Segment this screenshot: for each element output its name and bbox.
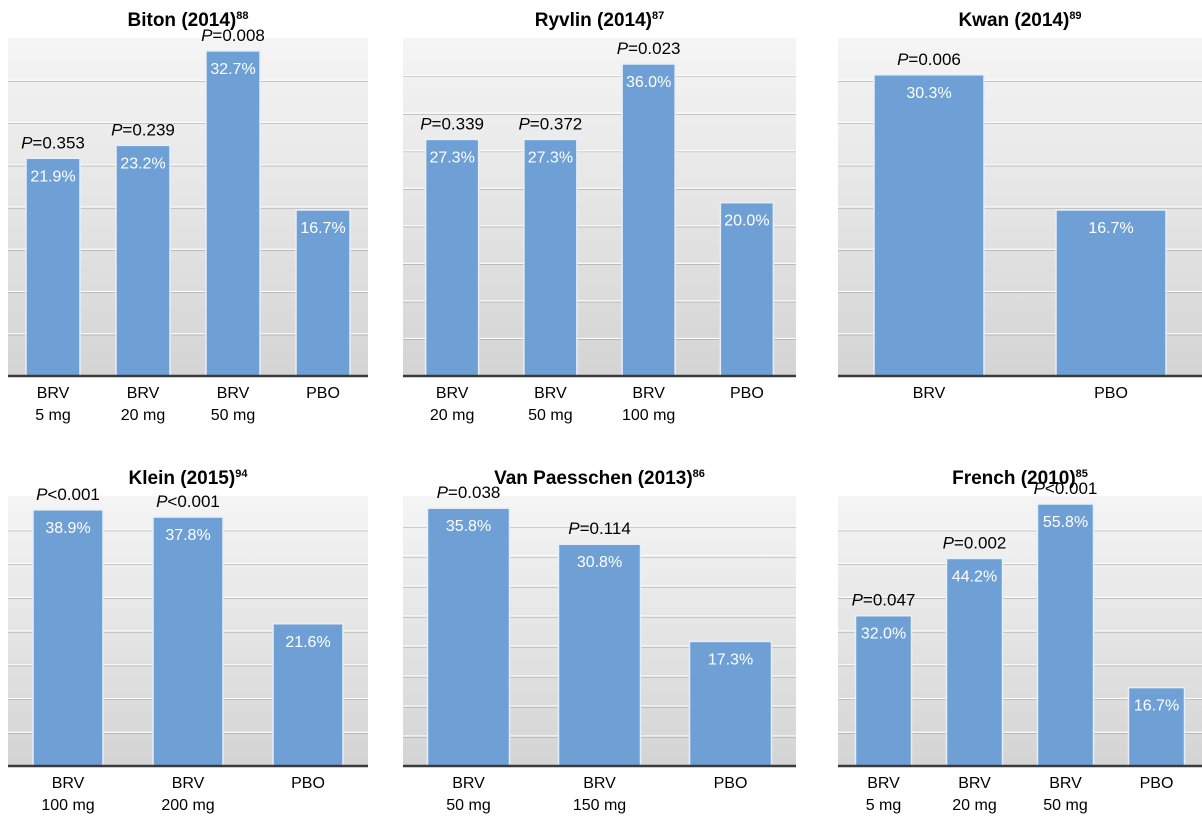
category-label: BRV <box>172 775 205 792</box>
category-label: 20 mg <box>430 407 474 424</box>
category-label: BRV <box>127 385 160 402</box>
category-label: PBO <box>291 775 325 792</box>
bar-value-label: 30.8% <box>577 554 622 571</box>
category-label: PBO <box>306 385 340 402</box>
bar <box>25 157 81 377</box>
bar-value-label: 55.8% <box>1043 514 1088 531</box>
bar-value-label: 20.0% <box>724 213 769 230</box>
bar <box>1036 503 1095 767</box>
category-label: BRV <box>913 385 946 402</box>
bar-value-label: 30.3% <box>906 85 951 102</box>
bar <box>32 509 104 767</box>
chart-title: Kwan (2014)89 <box>958 10 1081 31</box>
bar <box>621 63 676 377</box>
bar-value-label: 35.8% <box>446 518 491 535</box>
p-value-label: P=0.114 <box>568 519 631 538</box>
bar-value-label: 32.0% <box>861 626 906 643</box>
bar <box>426 507 511 767</box>
p-value-label: P=0.023 <box>617 39 681 58</box>
bar <box>272 623 344 767</box>
chart-title: French (2010)85 <box>952 468 1088 489</box>
p-value-label: P=0.006 <box>897 50 961 69</box>
category-label: BRV <box>452 775 485 792</box>
category-label: BRV <box>1049 775 1082 792</box>
category-label: BRV <box>37 385 70 402</box>
category-label: PBO <box>1094 385 1128 402</box>
bar-value-label: 44.2% <box>952 568 997 585</box>
bar-value-label: 21.6% <box>285 634 330 651</box>
chart-title: Ryvlin (2014)87 <box>535 10 664 31</box>
p-value-label: P=0.353 <box>21 133 85 152</box>
bar-value-label: 32.7% <box>210 61 255 78</box>
category-label: BRV <box>534 385 567 402</box>
bar <box>424 138 480 377</box>
category-label: 50 mg <box>446 797 490 814</box>
category-label: 200 mg <box>161 797 214 814</box>
category-label: 5 mg <box>35 407 71 424</box>
p-value-label: P=0.339 <box>420 114 484 133</box>
bar-value-label: 27.3% <box>429 149 474 166</box>
p-value-label: P=0.008 <box>201 26 265 45</box>
bar <box>719 201 775 377</box>
bar <box>688 640 773 767</box>
bar <box>523 138 578 377</box>
chart-panel: Biton (2014)88 21.9% P=0.353 BRV 5 mg 23.2% P=… <box>8 10 368 424</box>
bar-value-label: 21.9% <box>30 168 75 185</box>
p-value-label: P=0.372 <box>518 114 582 133</box>
category-label: PBO <box>730 385 764 402</box>
category-label: 20 mg <box>952 797 996 814</box>
bar <box>945 557 1004 767</box>
bar <box>873 74 985 377</box>
bar-value-label: 38.9% <box>45 520 90 537</box>
category-label: PBO <box>1140 775 1174 792</box>
chart-panel: French (2010)85 32.0% P=0.047 BRV 5 mg 44.2% P… <box>838 468 1202 814</box>
bar-value-label: 16.7% <box>300 220 345 237</box>
category-label: 5 mg <box>866 797 902 814</box>
p-value-label: P<0.001 <box>36 485 100 504</box>
category-label: BRV <box>436 385 469 402</box>
category-label: BRV <box>958 775 991 792</box>
p-value-label: P=0.038 <box>437 483 501 502</box>
category-label: 100 mg <box>41 797 94 814</box>
p-value-label: P<0.001 <box>1034 479 1098 498</box>
p-value-label: P<0.001 <box>156 492 220 511</box>
bar-value-label: 16.7% <box>1134 698 1179 715</box>
chart-panel: Ryvlin (2014)87 27.3% P=0.339 BRV 20 mg 27.3%… <box>403 10 796 424</box>
category-label: BRV <box>583 775 616 792</box>
bar <box>152 516 224 767</box>
category-label: BRV <box>52 775 85 792</box>
bar <box>557 543 642 767</box>
bar-value-label: 23.2% <box>120 155 165 172</box>
chart-title: Van Paesschen (2013)86 <box>494 468 705 489</box>
p-value-label: P=0.002 <box>943 533 1007 552</box>
chart-panel: Klein (2015)94 38.9% P<0.001 BRV 100 mg 37.8%… <box>8 468 368 814</box>
chart-panel: Van Paesschen (2013)86 35.8% P=0.038 BRV 50 … <box>403 468 796 814</box>
category-label: BRV <box>632 385 665 402</box>
chart-title: Biton (2014)88 <box>128 10 249 31</box>
category-label: 20 mg <box>121 407 165 424</box>
bar-value-label: 17.3% <box>708 651 753 668</box>
category-label: 100 mg <box>622 407 675 424</box>
chart-title: Klein (2015)94 <box>129 468 249 489</box>
category-label: PBO <box>714 775 748 792</box>
chart-panel: Kwan (2014)89 30.3% P=0.006 BRV 16.7% PBO <box>838 10 1202 402</box>
category-label: 50 mg <box>1043 797 1087 814</box>
bar-value-label: 37.8% <box>165 527 210 544</box>
category-label: 150 mg <box>573 797 626 814</box>
category-label: BRV <box>867 775 900 792</box>
category-label: 50 mg <box>211 407 255 424</box>
bar <box>205 50 261 377</box>
bar-value-label: 16.7% <box>1088 220 1133 237</box>
p-value-label: P=0.239 <box>111 120 175 139</box>
bar-value-label: 36.0% <box>626 74 671 91</box>
category-label: BRV <box>217 385 250 402</box>
bar <box>115 144 171 377</box>
p-value-label: P=0.047 <box>852 591 916 610</box>
category-label: 50 mg <box>528 407 572 424</box>
bar <box>1055 209 1167 377</box>
bar-value-label: 27.3% <box>528 149 573 166</box>
